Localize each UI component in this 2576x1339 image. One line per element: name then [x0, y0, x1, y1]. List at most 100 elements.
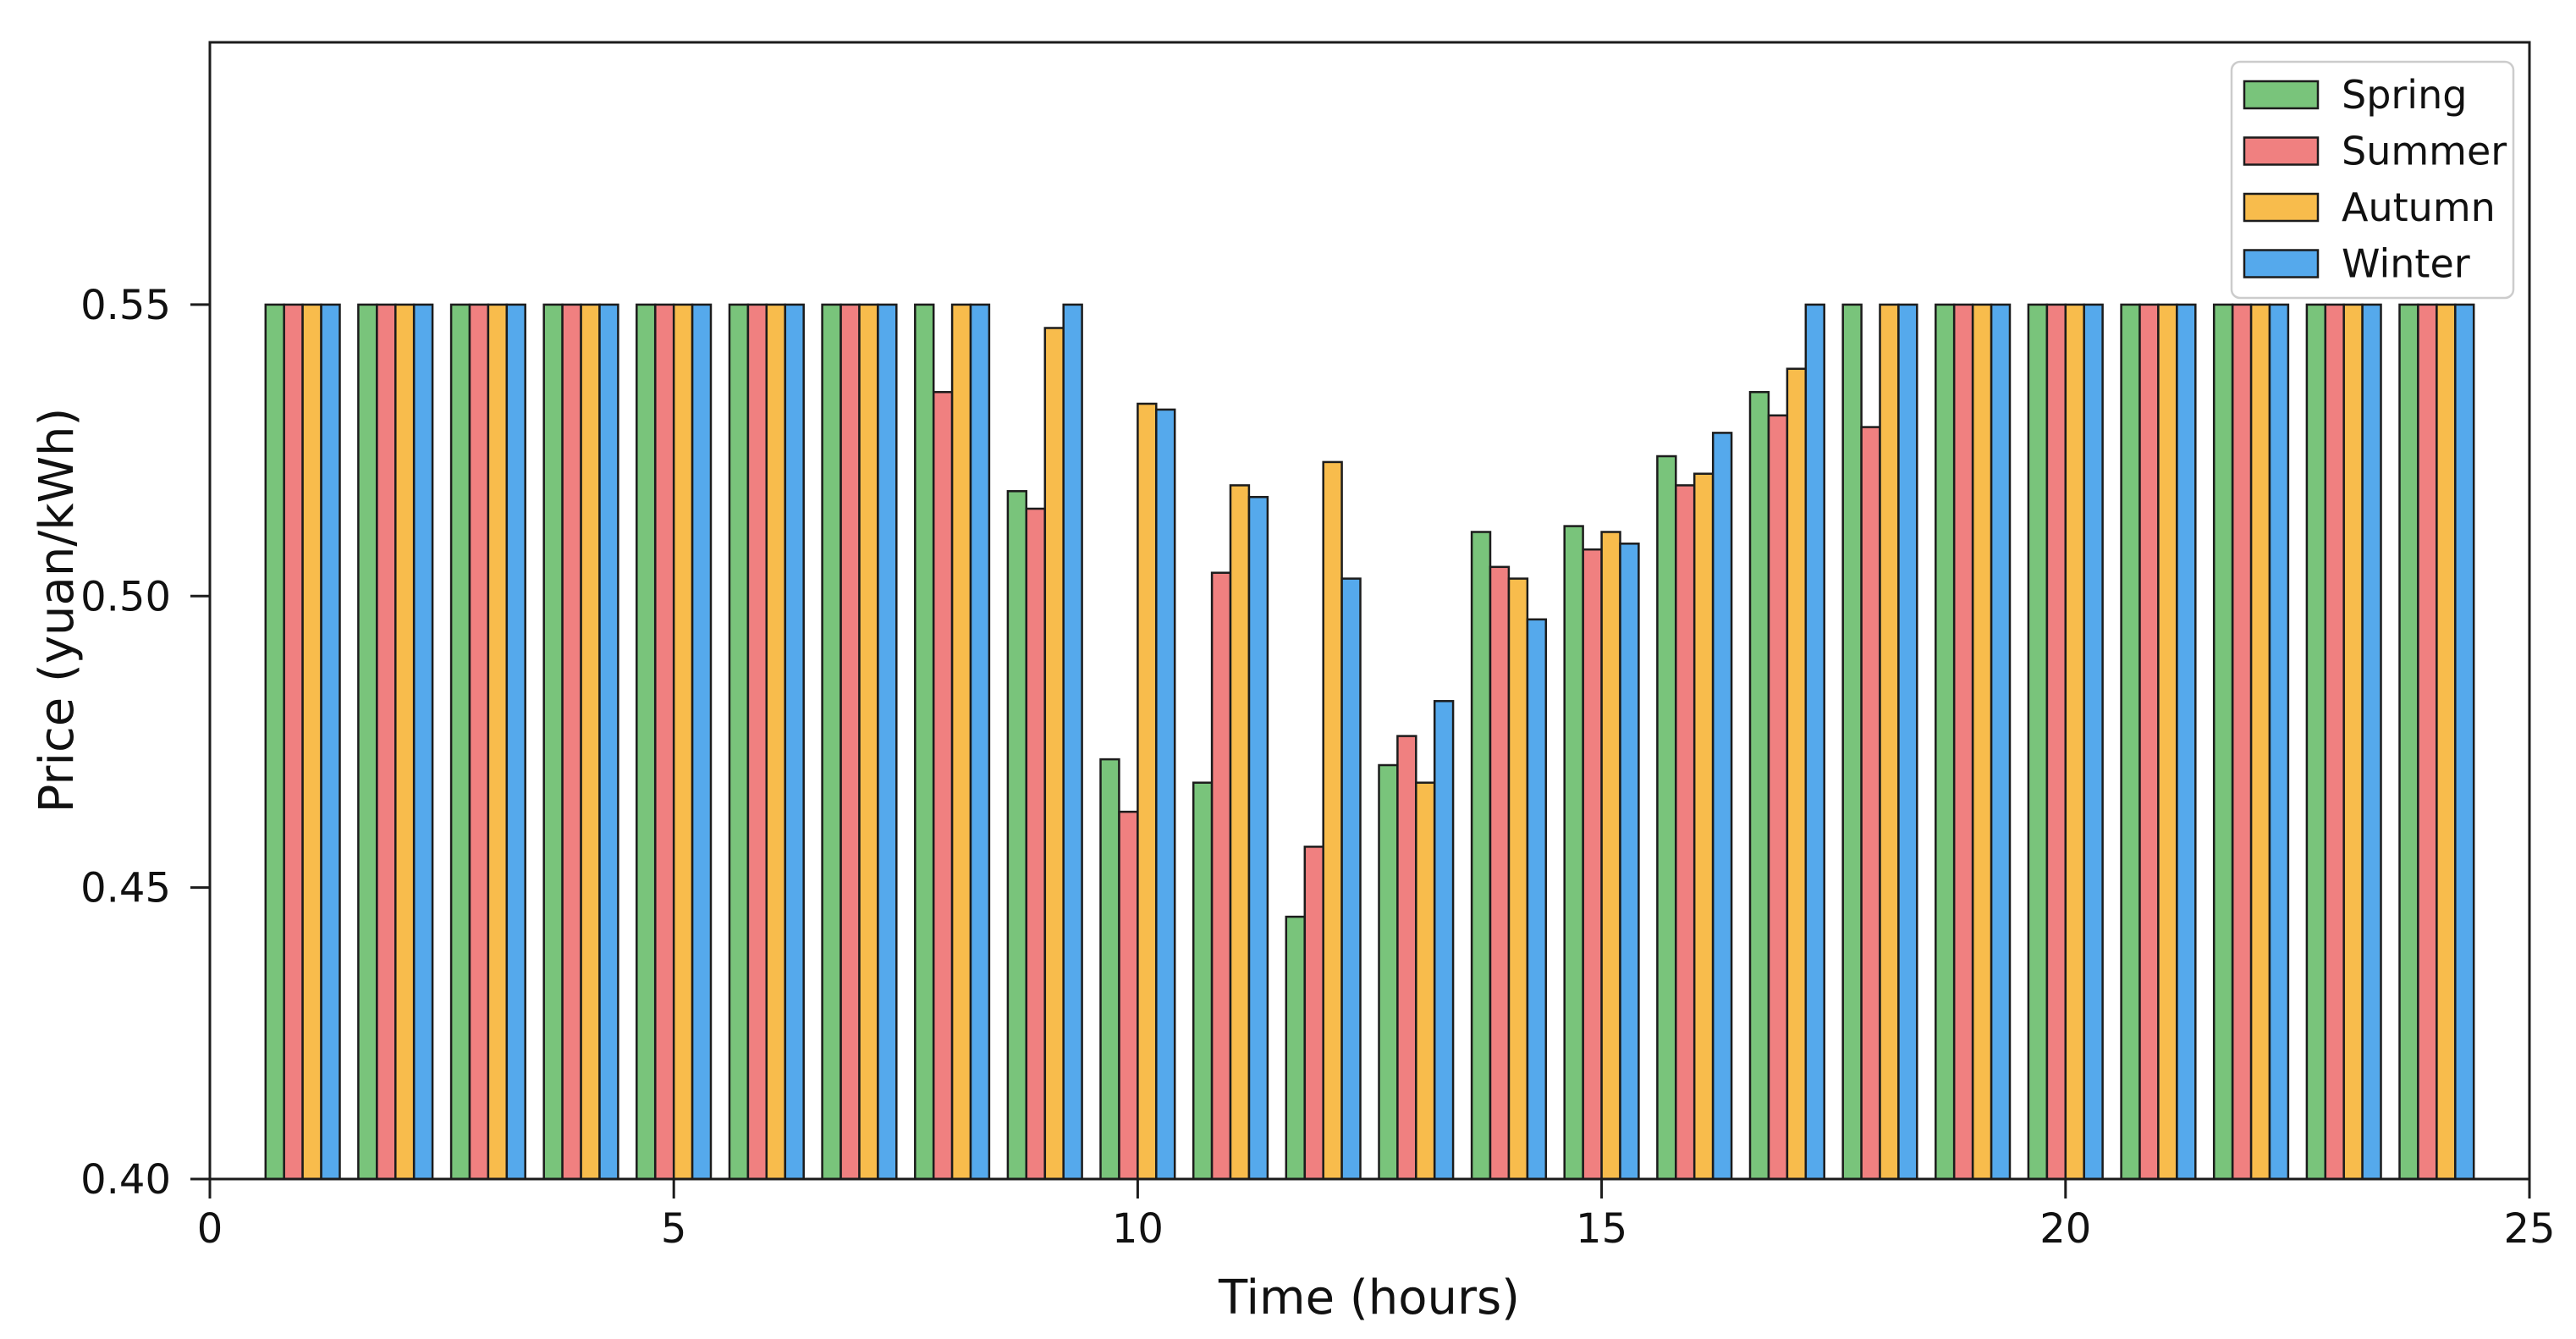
y-tick-label-0.55: 0.55 — [80, 282, 171, 329]
bar-winter-h10 — [1155, 408, 1176, 1181]
legend-swatch-autumn — [2243, 192, 2320, 223]
bar-spring-h17 — [1748, 390, 1770, 1181]
bar-autumn-h15 — [1600, 531, 1621, 1181]
bar-winter-h5 — [691, 303, 713, 1181]
bar-autumn-h8 — [950, 303, 972, 1181]
bar-spring-h7 — [821, 303, 842, 1181]
bar-winter-h8 — [969, 303, 991, 1181]
x-tick-label-15: 15 — [1576, 1205, 1627, 1253]
bar-autumn-h16 — [1693, 472, 1715, 1181]
legend-item-winter: Winter — [2243, 241, 2470, 287]
legend-label-spring: Spring — [2342, 72, 2467, 118]
x-axis-title: Time (hours) — [1218, 1270, 1520, 1325]
bar-winter-h9 — [1062, 303, 1083, 1181]
bar-summer-h7 — [839, 303, 861, 1181]
bar-spring-h8 — [914, 303, 935, 1181]
y-axis-title: Price (yuan/kWh) — [30, 408, 85, 813]
bar-spring-h24 — [2398, 303, 2419, 1181]
bar-autumn-h5 — [672, 303, 694, 1181]
bar-spring-h21 — [2120, 303, 2141, 1181]
bar-autumn-h22 — [2249, 303, 2271, 1181]
bar-summer-h18 — [1860, 426, 1881, 1181]
bar-spring-h13 — [1378, 763, 1399, 1181]
bar-summer-h4 — [561, 303, 582, 1181]
bar-spring-h15 — [1563, 525, 1584, 1181]
x-tick-label-25: 25 — [2503, 1205, 2555, 1253]
series-autumn — [301, 303, 2457, 1181]
bar-spring-h11 — [1192, 781, 1214, 1181]
y-tick-label-0.50: 0.50 — [80, 573, 171, 620]
bar-summer-h2 — [376, 303, 397, 1181]
legend-item-spring: Spring — [2243, 72, 2467, 118]
x-axis: 0 5 10 15 20 25 — [197, 1179, 2556, 1253]
bar-spring-h10 — [1099, 758, 1120, 1181]
bar-winter-h21 — [2176, 303, 2197, 1181]
bar-summer-h5 — [654, 303, 675, 1181]
legend: Spring Summer Autumn Winter — [2230, 60, 2515, 300]
legend-item-summer: Summer — [2243, 129, 2507, 174]
bar-summer-h8 — [932, 390, 954, 1181]
bar-autumn-h12 — [1322, 460, 1343, 1181]
legend-swatch-spring — [2243, 80, 2320, 110]
bar-winter-h2 — [412, 303, 434, 1181]
bar-summer-h11 — [1210, 571, 1232, 1181]
bar-winter-h22 — [2268, 303, 2290, 1181]
bar-autumn-h4 — [580, 303, 601, 1181]
legend-item-autumn: Autumn — [2243, 185, 2496, 230]
bar-autumn-h23 — [2342, 303, 2364, 1181]
bar-spring-h12 — [1285, 915, 1306, 1181]
bar-winter-h14 — [1526, 618, 1548, 1181]
legend-label-autumn: Autumn — [2342, 185, 2496, 230]
bar-autumn-h3 — [487, 303, 509, 1181]
bar-winter-h23 — [2361, 303, 2382, 1181]
bar-autumn-h1 — [301, 303, 322, 1181]
legend-label-summer: Summer — [2342, 129, 2507, 174]
bar-winter-h12 — [1340, 577, 1362, 1181]
bar-summer-h21 — [2138, 303, 2160, 1181]
x-tick-label-5: 5 — [661, 1205, 687, 1253]
bar-summer-h3 — [468, 303, 490, 1181]
bar-spring-h3 — [449, 303, 471, 1181]
bar-summer-h10 — [1118, 810, 1139, 1181]
bar-summer-h14 — [1489, 565, 1511, 1181]
legend-swatch-winter — [2243, 249, 2320, 278]
bar-winter-h16 — [1711, 432, 1733, 1181]
y-axis: 0.40 0.45 0.50 0.55 — [80, 282, 210, 1204]
bar-summer-h6 — [746, 303, 768, 1181]
x-tick-label-10: 10 — [1112, 1205, 1164, 1253]
bar-winter-h24 — [2454, 303, 2475, 1181]
bar-summer-h13 — [1396, 735, 1417, 1181]
bar-spring-h1 — [264, 303, 285, 1181]
bar-winter-h7 — [877, 303, 898, 1181]
legend-label-winter: Winter — [2342, 241, 2470, 287]
bar-spring-h23 — [2305, 303, 2327, 1181]
bar-spring-h14 — [1470, 531, 1492, 1181]
x-tick-label-0: 0 — [197, 1205, 223, 1253]
y-tick-label-0.45: 0.45 — [80, 865, 171, 912]
bar-winter-h19 — [1990, 303, 2012, 1181]
bar-summer-h20 — [2045, 303, 2067, 1181]
bar-winter-h17 — [1804, 303, 1825, 1181]
bar-winter-h18 — [1897, 303, 1918, 1181]
bar-autumn-h24 — [2436, 303, 2457, 1181]
bar-autumn-h11 — [1229, 484, 1251, 1181]
bar-summer-h22 — [2231, 303, 2253, 1181]
bar-autumn-h17 — [1786, 367, 1808, 1181]
bar-winter-h20 — [2083, 303, 2104, 1181]
bar-spring-h18 — [1841, 303, 1863, 1181]
legend-swatch-summer — [2243, 136, 2320, 166]
bar-spring-h4 — [542, 303, 564, 1181]
bar-summer-h15 — [1582, 548, 1603, 1181]
bar-autumn-h14 — [1507, 577, 1529, 1181]
bar-winter-h13 — [1433, 700, 1455, 1181]
bar-winter-h1 — [320, 303, 341, 1181]
bar-summer-h1 — [283, 303, 304, 1181]
bar-winter-h15 — [1619, 543, 1640, 1181]
bar-spring-h19 — [1935, 303, 1956, 1181]
bar-autumn-h13 — [1415, 781, 1436, 1181]
bar-summer-h19 — [1952, 303, 1974, 1181]
bar-autumn-h20 — [2064, 303, 2085, 1181]
bar-summer-h17 — [1767, 414, 1789, 1181]
